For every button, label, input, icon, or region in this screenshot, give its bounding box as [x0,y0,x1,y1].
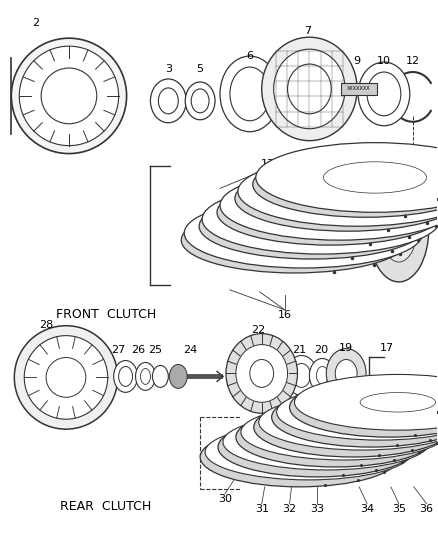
Ellipse shape [220,56,279,132]
Ellipse shape [270,204,373,235]
Ellipse shape [347,397,431,418]
Ellipse shape [205,424,412,480]
Text: 26: 26 [131,344,145,354]
Text: REAR  CLUTCH: REAR CLUTCH [60,500,152,513]
Text: 16: 16 [278,310,292,320]
Ellipse shape [236,345,288,402]
Text: 3: 3 [165,64,172,74]
Ellipse shape [253,151,438,217]
Ellipse shape [358,62,410,126]
Ellipse shape [114,360,138,392]
Ellipse shape [254,397,438,457]
Ellipse shape [252,217,355,249]
Text: 34: 34 [360,504,374,514]
Text: 19: 19 [339,343,353,352]
Ellipse shape [369,179,429,282]
Text: 7: 7 [304,26,311,36]
Text: 32: 32 [283,504,297,514]
Text: 31: 31 [255,504,269,514]
Ellipse shape [258,447,341,467]
Ellipse shape [310,167,422,202]
Ellipse shape [335,360,357,387]
Text: 28: 28 [39,320,53,330]
Text: 24: 24 [183,344,197,354]
Ellipse shape [306,176,409,207]
Text: 30: 30 [218,494,232,504]
Ellipse shape [223,414,430,470]
Ellipse shape [326,349,366,398]
Ellipse shape [135,362,155,390]
Text: 15: 15 [390,164,404,174]
Text: 20: 20 [314,344,328,354]
Text: 9: 9 [353,56,360,66]
Text: 5: 5 [197,64,204,74]
Text: 17: 17 [380,343,394,352]
Ellipse shape [276,437,359,458]
Ellipse shape [24,336,108,419]
Text: 36: 36 [420,504,434,514]
Ellipse shape [185,82,215,120]
Text: 13: 13 [261,158,275,168]
Ellipse shape [274,195,387,230]
Ellipse shape [323,162,427,193]
Text: 27: 27 [112,344,126,354]
Text: 10: 10 [377,56,391,66]
Ellipse shape [293,426,377,448]
Ellipse shape [329,407,413,428]
Ellipse shape [235,166,438,231]
Ellipse shape [274,49,345,129]
Text: 22: 22 [251,325,265,335]
Ellipse shape [202,184,438,254]
Ellipse shape [11,38,127,154]
Ellipse shape [150,79,186,123]
Ellipse shape [262,37,357,141]
Text: 14: 14 [417,220,431,230]
Text: 25: 25 [148,344,162,354]
Ellipse shape [256,209,369,244]
Ellipse shape [170,365,187,389]
Ellipse shape [292,181,404,216]
Ellipse shape [200,427,399,487]
Text: FRONT  CLUTCH: FRONT CLUTCH [56,308,156,321]
Ellipse shape [152,366,168,387]
Ellipse shape [238,157,438,226]
Text: 33: 33 [311,504,325,514]
Ellipse shape [256,143,438,212]
Ellipse shape [381,198,417,262]
Text: 12: 12 [406,56,420,66]
Ellipse shape [220,171,438,240]
Ellipse shape [294,375,438,430]
Ellipse shape [184,198,423,268]
Ellipse shape [236,407,434,467]
Ellipse shape [277,384,438,440]
Text: 21: 21 [293,344,307,354]
Text: 2: 2 [32,18,40,28]
Ellipse shape [238,223,351,257]
Ellipse shape [19,46,119,146]
Ellipse shape [272,387,438,447]
Ellipse shape [14,326,118,429]
Ellipse shape [181,207,408,273]
Ellipse shape [311,417,395,438]
Ellipse shape [241,404,438,460]
Ellipse shape [290,377,438,437]
Text: XXXXXXX: XXXXXXX [347,86,371,92]
Ellipse shape [309,359,335,392]
Ellipse shape [199,193,426,259]
Text: 6: 6 [246,51,253,61]
Text: 29: 29 [362,412,376,422]
Ellipse shape [288,190,391,221]
Ellipse shape [218,417,417,477]
Text: 35: 35 [392,504,406,514]
Bar [341,83,377,95]
Ellipse shape [217,180,438,245]
Ellipse shape [226,334,297,413]
Ellipse shape [259,394,438,450]
Ellipse shape [286,356,318,395]
